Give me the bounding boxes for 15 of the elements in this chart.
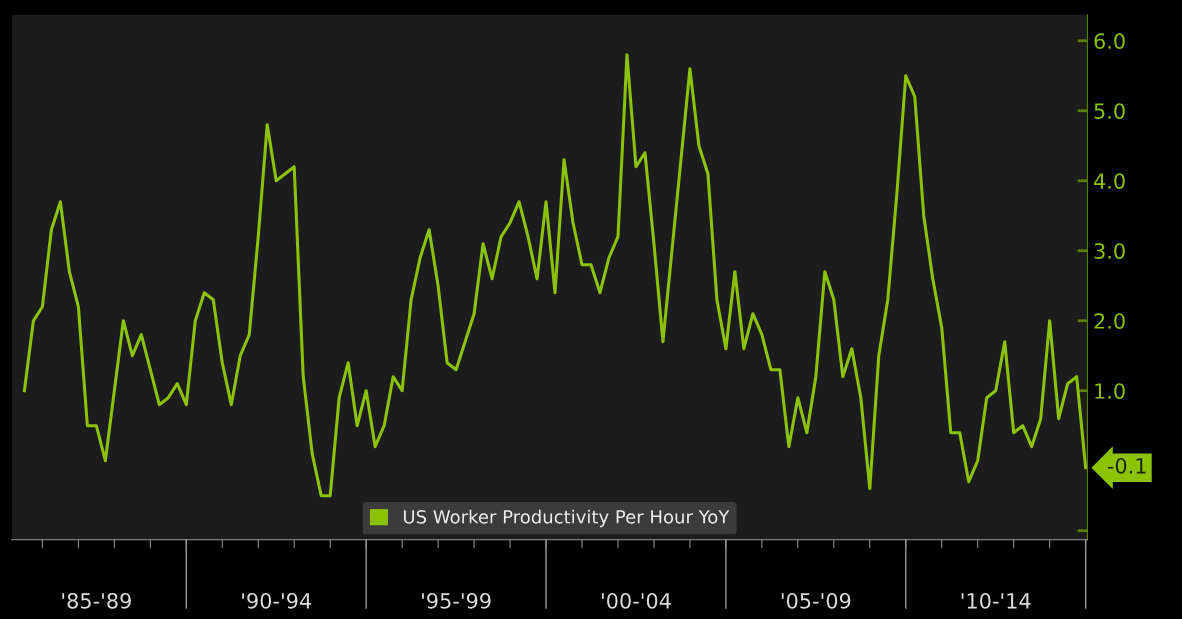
y-tick-label: 5.0 — [1094, 103, 1125, 119]
legend-label: US Worker Productivity Per Hour YoY — [403, 509, 730, 528]
y-tick-label: 3.0 — [1094, 243, 1125, 259]
y-tick-label: 2.0 — [1094, 313, 1125, 329]
x-tick-label: '00-'04 — [601, 592, 671, 609]
y-tick-label: 6.0 — [1094, 33, 1125, 49]
y-tick-label: 4.0 — [1094, 173, 1125, 189]
y-tick-label: 1.0 — [1095, 383, 1125, 399]
x-tick-label: '05-'09 — [781, 592, 851, 609]
line-series — [22, 53, 1088, 498]
x-tick-label: '95-'99 — [422, 592, 491, 609]
x-tick-label: '85-'89 — [62, 592, 131, 609]
text: -0.1 — [1107, 457, 1146, 474]
x-tick-label: '90-'94 — [242, 592, 312, 609]
x-tick-label: '10-'14 — [961, 592, 1031, 609]
